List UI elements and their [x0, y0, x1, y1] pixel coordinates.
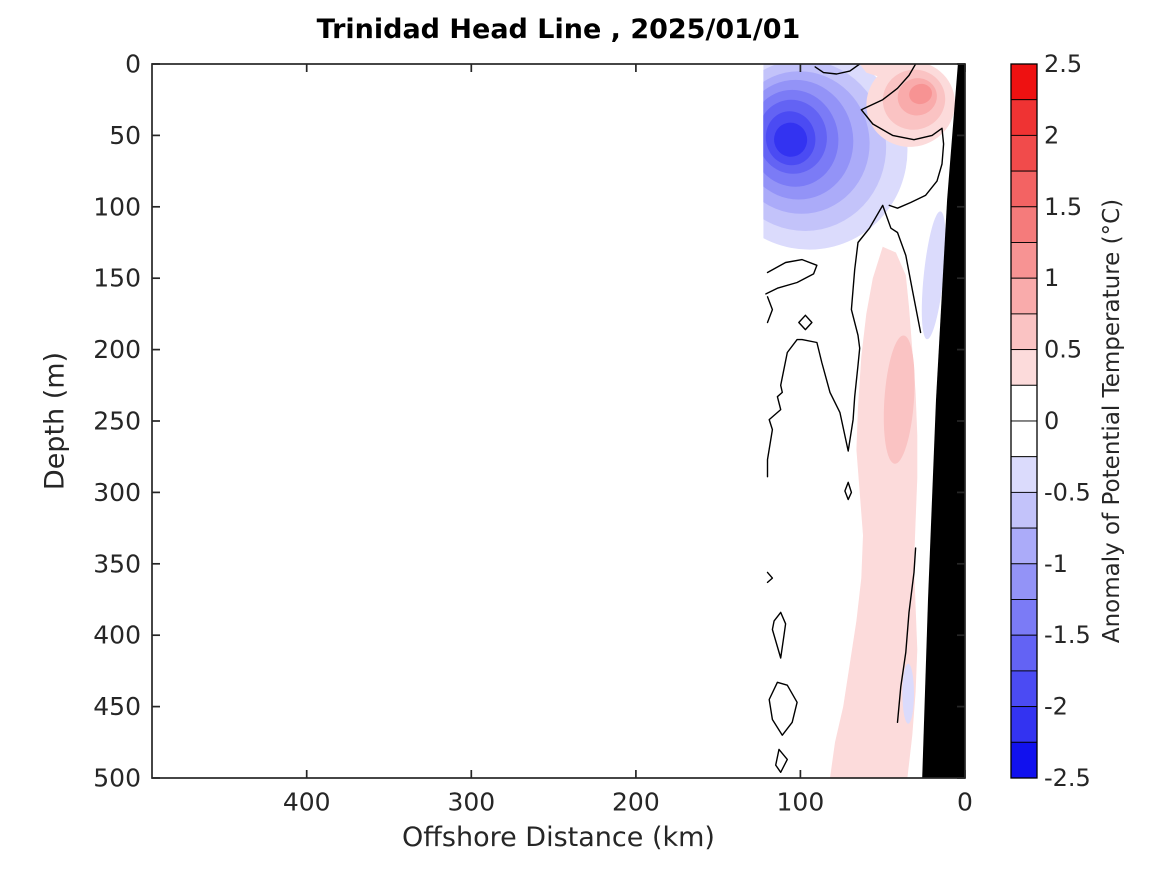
- x-tick-label: 200: [612, 787, 660, 816]
- zero-contour-line: [860, 64, 945, 209]
- colorbar-tick-label: -0.5: [1044, 478, 1091, 506]
- zero-contour-line: [814, 64, 861, 75]
- colorbar-tick-label: 0: [1044, 407, 1059, 435]
- contour-field: [763, 64, 965, 778]
- zero-contour-line: [771, 611, 787, 659]
- colorbar-segment: [1010, 456, 1038, 493]
- y-tick-label: 450: [93, 692, 141, 721]
- colorbar-tick-label: 0.5: [1044, 336, 1082, 364]
- colorbar-segment: [1010, 99, 1038, 136]
- y-tick-label: 300: [93, 478, 141, 507]
- zero-contour-line: [896, 547, 917, 723]
- colorbar-tick-label: -1: [1044, 550, 1068, 578]
- colorbar-tick-label: 2: [1044, 121, 1059, 149]
- colorbar-segment: [1010, 599, 1038, 636]
- warm-patch-4: [909, 83, 933, 105]
- coastal-lavender-lower: [902, 663, 914, 724]
- zero-contour-line: [765, 258, 818, 295]
- colorbar-segment: [1010, 349, 1038, 386]
- colorbar-segment: [1010, 277, 1038, 315]
- x-tick-label: 100: [777, 787, 825, 816]
- y-tick-label: 0: [125, 50, 141, 79]
- x-tick-label: 400: [283, 787, 331, 816]
- warm-band-core: [883, 335, 915, 464]
- colorbar-tick-label: -2.5: [1044, 764, 1091, 792]
- cold-ring-8: [774, 122, 808, 157]
- colorbar-tick-label: -1.5: [1044, 621, 1091, 649]
- colorbar-tick-label: 1: [1044, 264, 1059, 292]
- colorbar-segment: [1010, 134, 1038, 172]
- colorbar-segment: [1010, 491, 1038, 529]
- colorbar-segment: [1010, 206, 1038, 243]
- x-axis-label: Offshore Distance (km): [402, 822, 715, 853]
- colorbar-segment: [1010, 170, 1038, 208]
- colorbar-tick-label: 2.5: [1044, 50, 1082, 78]
- bathymetry-mask: [922, 64, 965, 778]
- colorbar-segment: [1010, 63, 1038, 101]
- zero-contour-line: [766, 204, 922, 478]
- x-tick-label: 0: [957, 787, 973, 816]
- y-tick-label: 350: [93, 549, 141, 578]
- y-tick-label: 150: [93, 264, 141, 293]
- colorbar-segment: [1010, 420, 1038, 458]
- colorbar-tick-label: 1.5: [1044, 193, 1082, 221]
- y-tick-label: 100: [93, 192, 141, 221]
- zero-contour-line: [775, 748, 788, 773]
- colorbar-segment: [1010, 741, 1038, 779]
- plot-title: Trinidad Head Line , 2025/01/01: [316, 14, 801, 45]
- colorbar-border: [1010, 63, 1038, 779]
- colorbar-segment: [1010, 384, 1038, 422]
- y-tick-label: 250: [93, 407, 141, 436]
- zero-contour-line: [768, 681, 798, 736]
- y-tick-label: 400: [93, 621, 141, 650]
- colorbar-segment: [1010, 242, 1038, 279]
- y-tick-label: 500: [93, 764, 141, 793]
- y-tick-label: 200: [93, 335, 141, 364]
- zero-contour-line: [844, 481, 853, 501]
- colorbar-segment: [1010, 706, 1038, 743]
- colorbar-segment: [1010, 313, 1038, 351]
- coastal-lavender-upper: [921, 211, 946, 340]
- colorbar-segment: [1010, 527, 1038, 565]
- zero-contour-line: [766, 571, 774, 584]
- colorbar-segment: [1010, 563, 1038, 600]
- colorbar-tick-label: -2: [1044, 693, 1068, 721]
- colorbar-segment: [1010, 670, 1038, 708]
- x-tick-label: 300: [447, 787, 495, 816]
- colorbar-segment: [1010, 634, 1038, 672]
- y-tick-label: 50: [109, 121, 141, 150]
- zero-contour-line: [798, 314, 813, 331]
- zero-contour-line: [766, 296, 774, 324]
